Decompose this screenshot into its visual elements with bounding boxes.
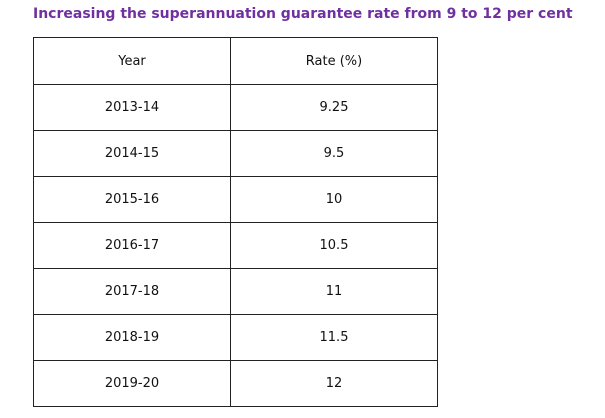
rate-cell: 9.5 — [230, 130, 438, 177]
table-row: 2013-14 9.25 — [33, 84, 438, 131]
year-cell: 2015-16 — [33, 176, 231, 223]
rate-cell: 9.25 — [230, 84, 438, 131]
rate-cell: 11.5 — [230, 314, 438, 361]
table-row: 2017-18 11 — [33, 268, 438, 315]
header-cell: Rate (%) — [230, 37, 438, 85]
year-cell: 2018-19 — [33, 314, 231, 361]
year-cell: 2016-17 — [33, 222, 231, 269]
year-cell: 2013-14 — [33, 84, 231, 131]
rate-cell: 12 — [230, 360, 438, 407]
table-row: 2018-19 11.5 — [33, 314, 438, 361]
rate-cell: 10.5 — [230, 222, 438, 269]
table-row: 2015-16 10 — [33, 176, 438, 223]
table-row: 2014-15 9.5 — [33, 130, 438, 177]
year-cell: 2017-18 — [33, 268, 231, 315]
header-cell: Year — [33, 37, 231, 85]
rate-cell: 10 — [230, 176, 438, 223]
year-cell: 2019-20 — [33, 360, 231, 407]
table-row: 2019-20 12 — [33, 360, 438, 407]
rate-cell: 11 — [230, 268, 438, 315]
table-row: 2016-17 10.5 — [33, 222, 438, 269]
header-row: Year Rate (%) — [33, 37, 438, 85]
year-cell: 2014-15 — [33, 130, 231, 177]
table-title: Increasing the superannuation guarantee … — [33, 6, 573, 22]
table-body: Year Rate (%) 2013-14 9.25 2014-15 9.5 2015-16… — [33, 37, 438, 407]
rate-table: Year Rate (%) 2013-14 9.25 2014-15 9.5 2015-16… — [33, 37, 438, 407]
